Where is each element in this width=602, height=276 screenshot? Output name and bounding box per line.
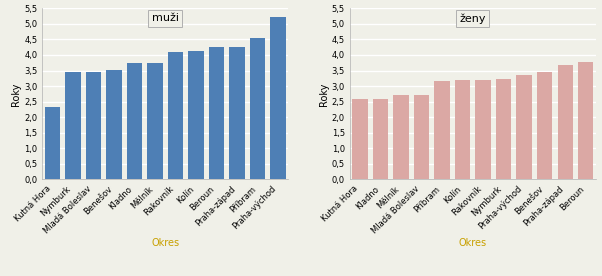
Bar (517, 75, 532, 179)
Y-axis label: Roky: Roky (11, 82, 21, 105)
Bar (229, 47, 244, 179)
Bar (270, 17, 286, 179)
X-axis label: Okres: Okres (151, 238, 179, 248)
Bar (537, 72, 553, 179)
Bar (85, 72, 101, 179)
Bar (209, 47, 224, 179)
X-axis label: Okres: Okres (459, 238, 487, 248)
Bar (147, 63, 163, 179)
Bar (127, 63, 142, 179)
Text: ženy: ženy (460, 14, 486, 24)
Bar (394, 95, 409, 179)
Bar (106, 70, 122, 179)
Bar (476, 80, 491, 179)
Bar (373, 99, 388, 179)
Bar (414, 95, 429, 179)
Bar (352, 99, 368, 179)
Bar (557, 65, 573, 179)
Bar (168, 52, 183, 179)
Bar (578, 62, 594, 179)
Bar (65, 72, 81, 179)
Bar (188, 51, 203, 179)
Bar (250, 38, 265, 179)
Text: muži: muži (152, 14, 179, 23)
Bar (496, 79, 511, 179)
Bar (435, 81, 450, 179)
Y-axis label: Roky: Roky (319, 82, 329, 105)
Bar (455, 80, 470, 179)
Bar (45, 107, 60, 179)
